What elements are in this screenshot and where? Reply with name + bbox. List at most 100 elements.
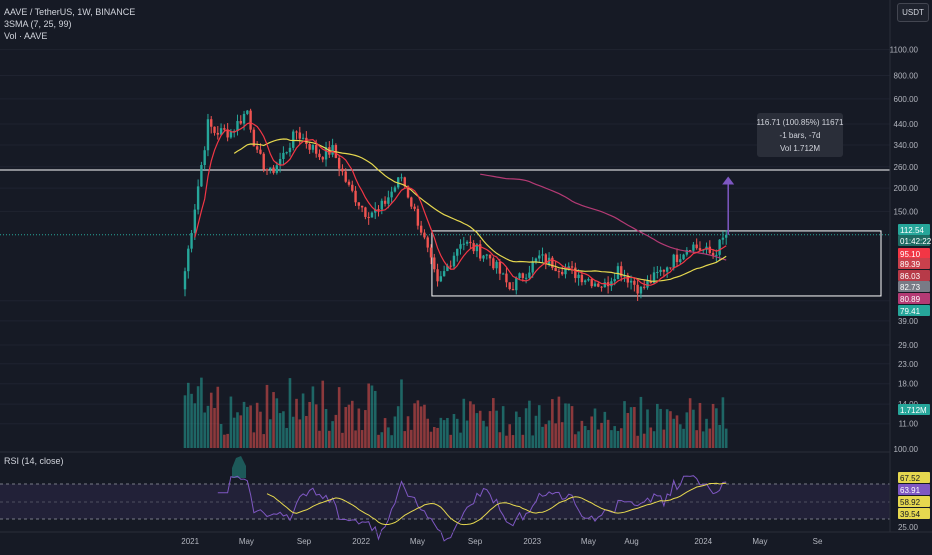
volume-bar [639,396,643,448]
volume-bar [596,429,600,448]
volume-bar [518,417,521,448]
candle-body [688,249,692,251]
volume-bar [642,433,646,448]
volume-bar [492,398,495,448]
candle-body [538,255,541,259]
candle-body [557,271,561,273]
candle-body [633,280,636,285]
candle-body [354,190,357,203]
candle-body [600,286,603,288]
volume-bar [285,427,288,448]
candle-body [459,244,462,249]
candle-body [715,254,718,256]
candle-body [508,282,511,290]
volume-bar [695,430,698,448]
candle-body [682,254,685,260]
sma-25-line [233,138,727,282]
candle-body [672,254,675,269]
price-tick-label: 260.00 [894,163,919,172]
volume-bar [232,417,236,448]
candle-body [341,168,344,172]
price-badge [898,258,930,269]
candle-body [226,129,229,138]
time-tick-label: 2024 [694,537,712,546]
candle-body [216,132,219,135]
rsi-line [217,475,727,542]
currency-button[interactable]: USDT [897,3,929,22]
time-tick-label: May [239,537,254,546]
candle-body [643,286,646,288]
volume-bar [488,411,492,448]
volume-bar [295,398,298,448]
candle-body [659,269,662,272]
rsi-overbought-fill [232,456,246,478]
candle-body [518,273,521,279]
candle-body [446,265,449,272]
candle-body [223,128,226,130]
candle-body [721,237,725,240]
volume-bar [580,420,584,448]
candle-body [610,281,613,287]
candle-body [577,274,580,279]
candle-body [603,282,607,288]
candle-body [528,272,531,278]
time-axis[interactable]: 2021 May Sep 2022 May Sep 2023 May Aug 2024 May Se [181,537,823,546]
volume-bar [606,419,610,448]
volume-bar [436,427,439,448]
candle-body [344,171,347,182]
volume-bar [564,403,567,448]
volume-bar [305,415,308,448]
volume-bar [410,429,413,448]
candle-body [292,131,295,148]
volume-bar [505,435,508,448]
candle-body [583,280,587,283]
volume-bar [426,418,430,448]
candle-body [367,216,370,218]
candle-body [360,205,364,208]
rsi-label[interactable]: RSI (14, close) [4,456,64,466]
volume-bar [226,433,229,448]
volume-bar [249,405,252,448]
candle-body [357,202,361,206]
volume-bar [534,415,538,448]
volume-label[interactable]: Vol · AAVE [4,31,48,41]
candle-body [597,283,600,287]
time-tick-label: 2021 [181,537,199,546]
volume-bar [344,407,348,448]
range-box[interactable] [431,230,882,297]
volume-bar [347,404,351,448]
volume-bar [301,393,305,448]
sma-badge [898,293,930,304]
volume-bar [275,398,279,448]
candle-body [196,186,200,210]
countdown-badge [898,235,930,246]
candle-body [636,284,639,294]
volume-badge-text: 1.712M [900,406,927,415]
volume-bar [387,427,390,448]
volume-bar [442,420,446,448]
candle-body [400,177,403,179]
volume-bar [603,411,607,448]
price-tick-label: 11.00 [899,420,919,429]
candle-body [692,244,695,251]
candle-body [501,273,505,275]
candle-body [505,273,508,283]
price-badge-text: 82.73 [900,283,921,292]
volume-bar [203,412,206,448]
symbol-title[interactable]: AAVE / TetherUS, 1W, BINANCE [4,7,136,17]
candle-body [275,165,279,173]
candle-body [479,244,482,259]
candle-body [475,244,479,252]
candle-body [439,276,443,282]
volume-bar [246,406,249,448]
candle-body [393,187,397,192]
volume-bar [452,414,456,448]
rsi-tick-label: 25.00 [898,523,919,532]
volume-bar [567,403,571,448]
candle-body [282,152,285,160]
volume-bar [583,425,587,448]
indicator-label[interactable]: 3SMA (7, 25, 99) [4,19,72,29]
volume-bar [705,418,708,448]
